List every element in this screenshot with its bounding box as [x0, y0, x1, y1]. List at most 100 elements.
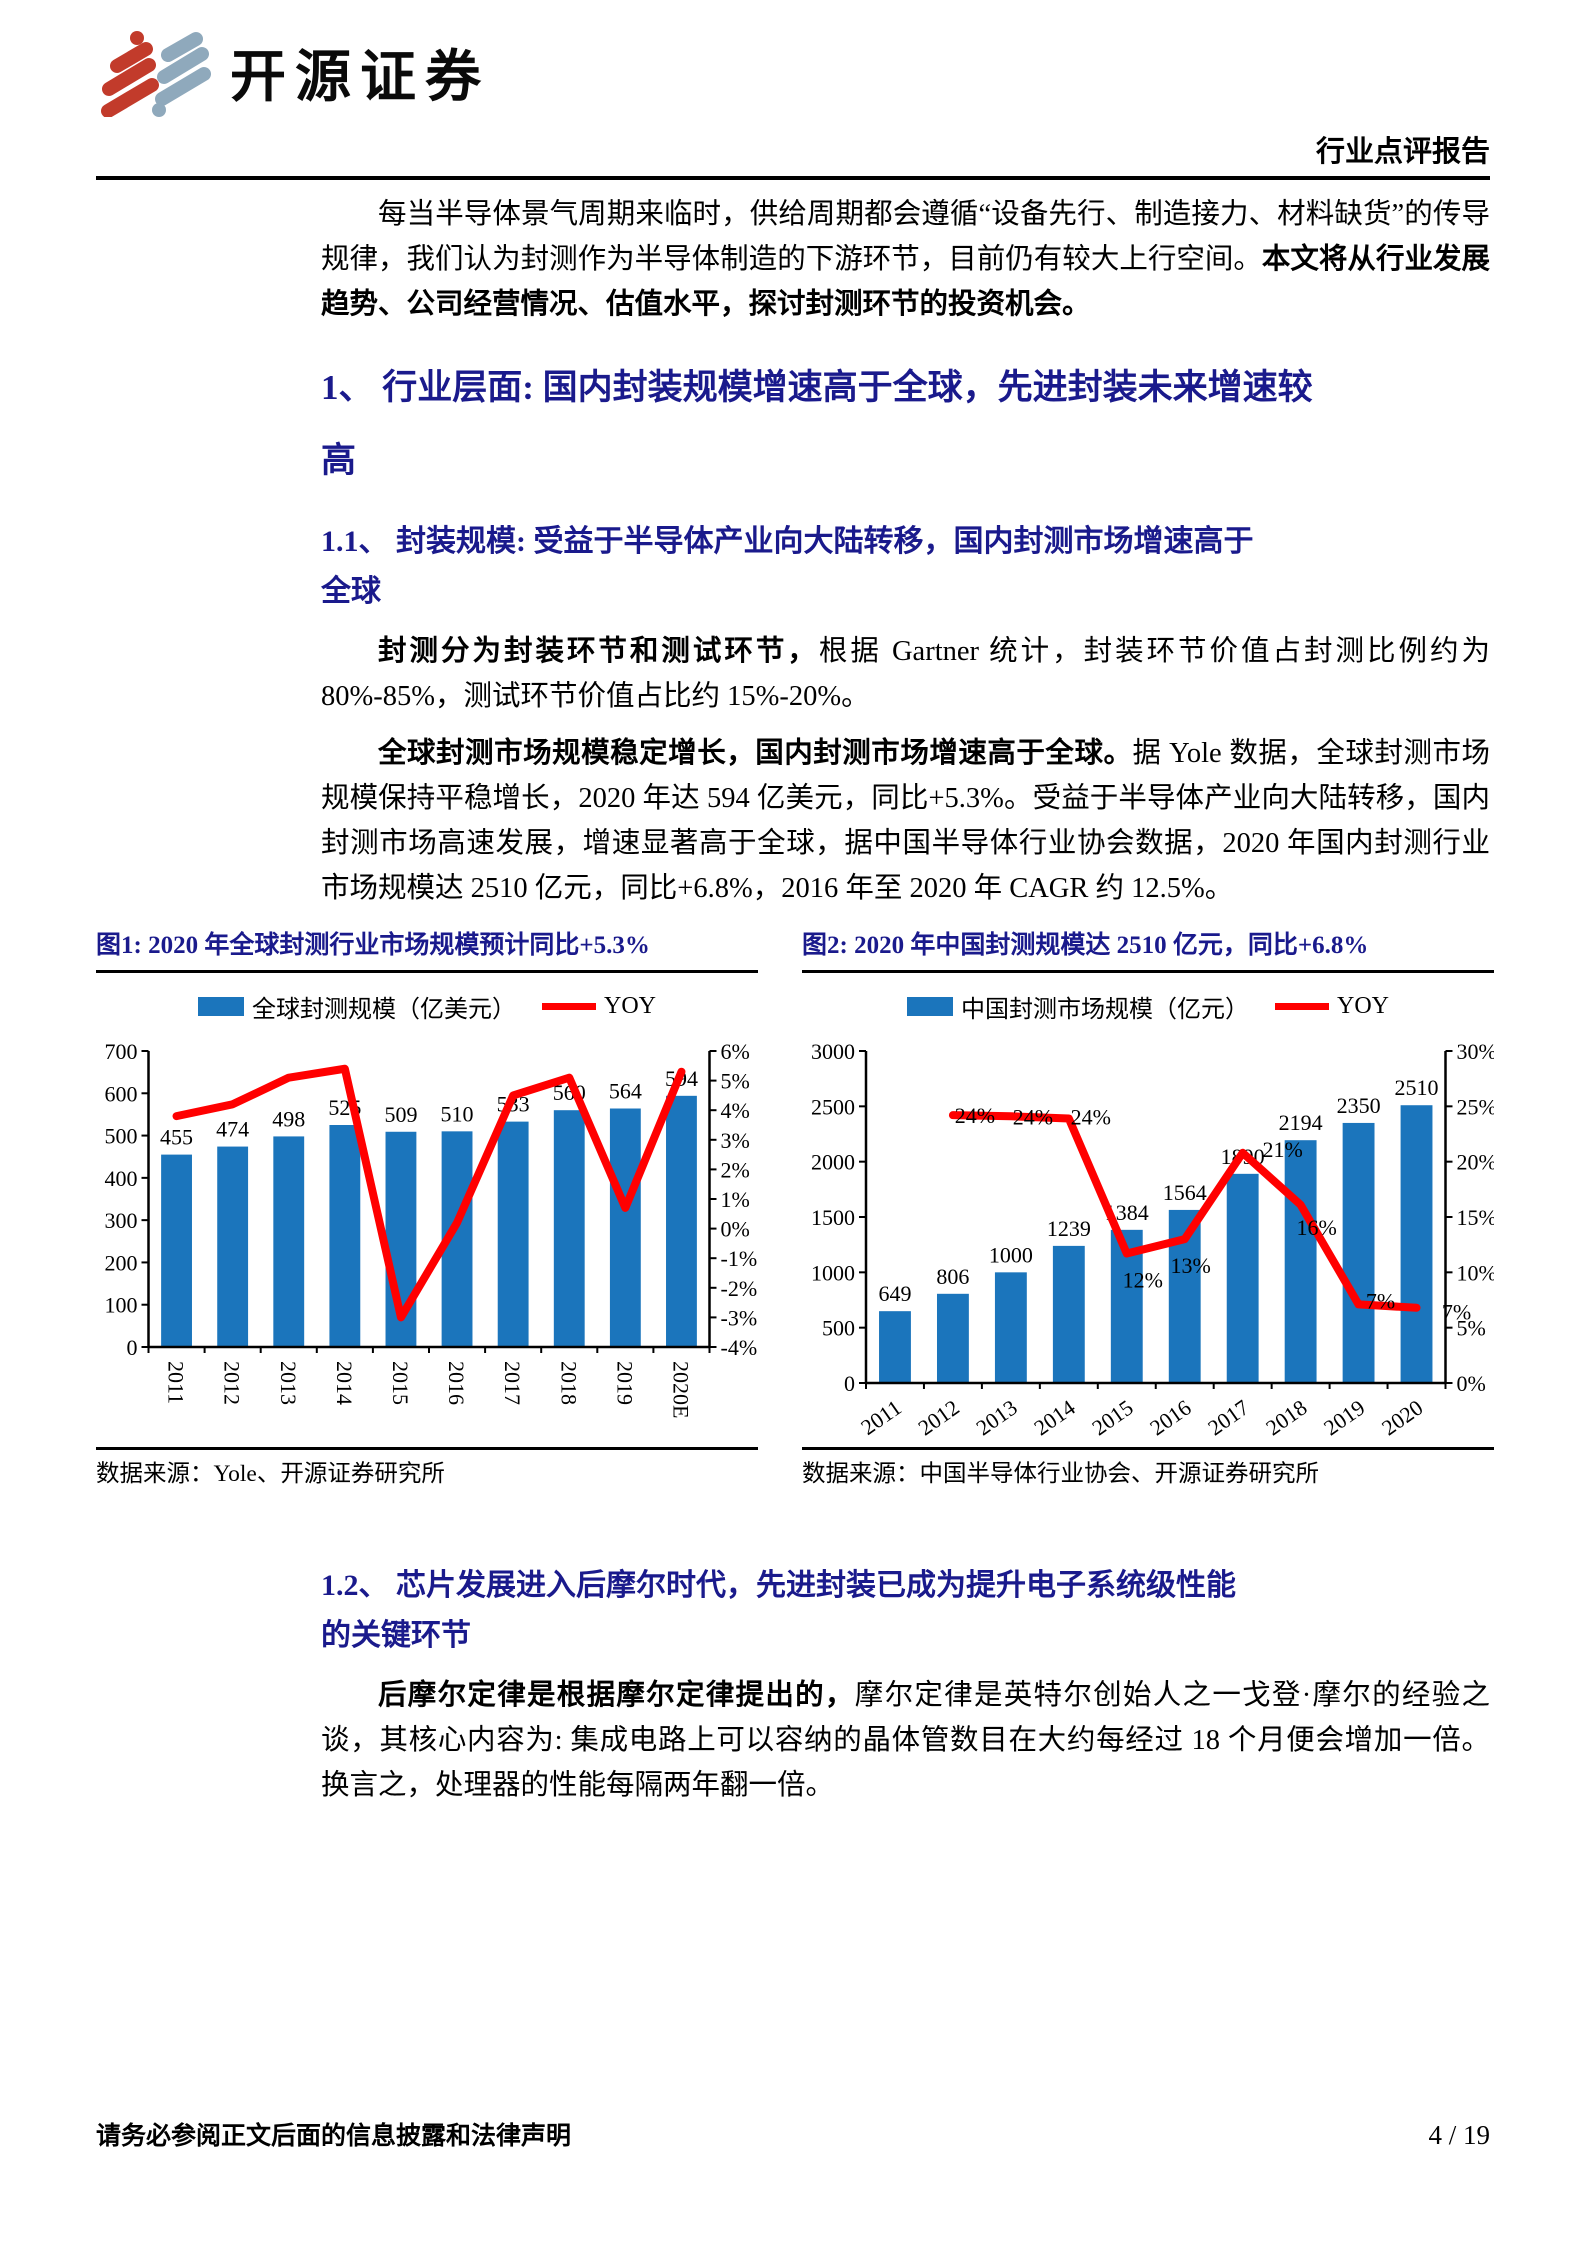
svg-text:2194: 2194	[1279, 1110, 1323, 1135]
svg-text:100: 100	[105, 1293, 138, 1318]
svg-text:24%: 24%	[1071, 1105, 1111, 1130]
svg-text:2011: 2011	[856, 1395, 906, 1440]
svg-text:7%: 7%	[1366, 1288, 1395, 1313]
svg-text:2017: 2017	[500, 1361, 525, 1405]
svg-text:2016: 2016	[444, 1361, 469, 1405]
svg-text:1000: 1000	[989, 1242, 1033, 1267]
svg-text:400: 400	[105, 1166, 138, 1191]
svg-text:510: 510	[441, 1101, 474, 1126]
intro-paragraph: 每当半导体景气周期来临时，供给周期都会遵循“设备先行、制造接力、材料缺货”的传导…	[321, 192, 1490, 327]
svg-text:15%: 15%	[1457, 1205, 1495, 1230]
svg-text:0: 0	[127, 1335, 138, 1360]
svg-text:0%: 0%	[721, 1217, 750, 1242]
svg-text:649: 649	[878, 1281, 911, 1306]
svg-text:2013: 2013	[276, 1361, 301, 1405]
svg-text:-1%: -1%	[721, 1246, 758, 1271]
svg-text:0: 0	[844, 1371, 855, 1396]
svg-text:2014: 2014	[1029, 1395, 1079, 1441]
svg-text:2011: 2011	[164, 1361, 189, 1404]
figure-2-chart: 6498061000123913841564189021942350251030…	[811, 1039, 1495, 1441]
figure-1-divider	[96, 1447, 758, 1450]
svg-text:24%: 24%	[1013, 1104, 1053, 1129]
page-header: 开源证券 行业点评报告	[0, 0, 1586, 180]
line-legend-swatch	[542, 1002, 596, 1010]
svg-text:498: 498	[272, 1106, 305, 1131]
figure-1-title: 图1: 2020 年全球封测行业市场规模预计同比+5.3%	[96, 929, 758, 973]
paragraph-lead-bold: 全球封测市场规模稳定增长，国内封测市场增速高于全球。	[378, 738, 1133, 769]
svg-text:25%: 25%	[1457, 1094, 1495, 1119]
svg-text:-4%: -4%	[721, 1335, 758, 1360]
svg-text:1000: 1000	[811, 1260, 855, 1285]
bar-legend-label: 全球封测规模（亿美元）	[252, 996, 516, 1023]
svg-text:16%: 16%	[1296, 1215, 1336, 1240]
bar-legend-label: 中国封测市场规模（亿元）	[961, 996, 1249, 1023]
svg-text:2%: 2%	[721, 1157, 750, 1182]
svg-text:21%: 21%	[1263, 1137, 1303, 1162]
svg-text:2015: 2015	[388, 1361, 413, 1405]
report-body: 每当半导体景气周期来临时，供给周期都会遵循“设备先行、制造接力、材料缺货”的传导…	[96, 192, 1494, 1808]
report-type-label: 行业点评报告	[1315, 136, 1490, 168]
svg-text:7%: 7%	[1442, 1300, 1471, 1325]
svg-text:2017: 2017	[1203, 1395, 1253, 1441]
svg-text:-3%: -3%	[721, 1305, 758, 1330]
page-number: 4 / 19	[1428, 2120, 1490, 2150]
svg-text:600: 600	[105, 1081, 138, 1106]
legend-item-line: YOY	[1275, 993, 1389, 1020]
svg-text:13%: 13%	[1171, 1253, 1211, 1278]
svg-text:2018: 2018	[556, 1361, 581, 1405]
svg-text:300: 300	[105, 1208, 138, 1233]
svg-text:2015: 2015	[1087, 1395, 1137, 1441]
bar-legend-swatch	[198, 996, 244, 1016]
svg-text:24%: 24%	[955, 1103, 995, 1128]
line-legend-label: YOY	[604, 992, 656, 1019]
logo-text: 开源证券	[230, 44, 490, 108]
svg-text:2018: 2018	[1261, 1395, 1311, 1441]
svg-text:509: 509	[384, 1102, 417, 1127]
svg-text:0%: 0%	[1457, 1371, 1486, 1396]
svg-text:3%: 3%	[721, 1128, 750, 1153]
header-divider	[96, 176, 1490, 180]
line-legend-swatch	[1275, 1002, 1329, 1010]
paragraph-lead-bold: 后摩尔定律是根据摩尔定律提出的，	[378, 1680, 855, 1711]
svg-text:806: 806	[936, 1264, 969, 1289]
section-1-2-title: 1.2、 芯片发展进入后摩尔时代，先进封装已成为提升电子系统级性能的关键环节	[321, 1569, 1236, 1652]
legend-item-bars: 中国封测市场规模（亿元）	[907, 989, 1249, 1024]
figure-2-divider	[802, 1447, 1494, 1450]
svg-text:-2%: -2%	[721, 1276, 758, 1301]
figure-1: 图1: 2020 年全球封测行业市场规模预计同比+5.3% 全球封测规模（亿美元…	[96, 929, 758, 1489]
line-legend-label: YOY	[1337, 992, 1389, 1019]
paragraph-text: 据 Yole 数据，全球封测市场规模保持平稳增长，2020 年达 594 亿美元…	[321, 738, 1490, 904]
svg-text:30%: 30%	[1457, 1039, 1495, 1064]
svg-text:5%: 5%	[1457, 1316, 1486, 1341]
footer-disclaimer: 请务必参阅正文后面的信息披露和法律声明	[96, 2123, 572, 2150]
figure-1-source: 数据来源：Yole、开源证券研究所	[96, 1461, 445, 1487]
figure-row: 图1: 2020 年全球封测行业市场规模预计同比+5.3% 全球封测规模（亿美元…	[96, 929, 1494, 1489]
svg-text:2016: 2016	[1145, 1395, 1195, 1441]
figure-2-title: 图2: 2020 年中国封测规模达 2510 亿元，同比+6.8%	[802, 929, 1494, 973]
figure-2-source: 数据来源：中国半导体行业协会、开源证券研究所	[802, 1461, 1319, 1487]
svg-text:2510: 2510	[1395, 1075, 1439, 1100]
section-1-1-paragraph-1: 封测分为封装环节和测试环节，根据 Gartner 统计，封装环节价值占封测比例约…	[321, 629, 1490, 719]
svg-text:2500: 2500	[811, 1094, 855, 1119]
logo-icon	[101, 31, 211, 117]
intro-text: 每当半导体景气周期来临时，供给周期都会遵循“设备先行、制造接力、材料缺货”的传导…	[321, 199, 1490, 275]
svg-text:455: 455	[160, 1125, 193, 1150]
bar-legend-swatch	[907, 996, 953, 1016]
svg-text:2020: 2020	[1377, 1395, 1427, 1441]
figure-2: 图2: 2020 年中国封测规模达 2510 亿元，同比+6.8% 中国封测市场…	[802, 929, 1494, 1489]
svg-text:500: 500	[105, 1124, 138, 1149]
svg-text:1%: 1%	[721, 1187, 750, 1212]
svg-text:12%: 12%	[1123, 1268, 1163, 1293]
legend-item-bars: 全球封测规模（亿美元）	[198, 989, 516, 1024]
paragraph-lead-bold: 封测分为封装环节和测试环节，	[378, 636, 819, 667]
legend-item-line: YOY	[542, 993, 656, 1020]
svg-text:2012: 2012	[220, 1361, 245, 1405]
svg-text:1564: 1564	[1163, 1180, 1207, 1205]
page-footer: 请务必参阅正文后面的信息披露和法律声明 4 / 19	[96, 2116, 1490, 2152]
svg-text:2020E: 2020E	[668, 1361, 693, 1418]
svg-text:2012: 2012	[913, 1395, 963, 1441]
svg-text:20%: 20%	[1457, 1150, 1495, 1175]
figure-1-legend: 全球封测规模（亿美元） YOY	[96, 989, 758, 1023]
svg-text:4%: 4%	[721, 1098, 750, 1123]
